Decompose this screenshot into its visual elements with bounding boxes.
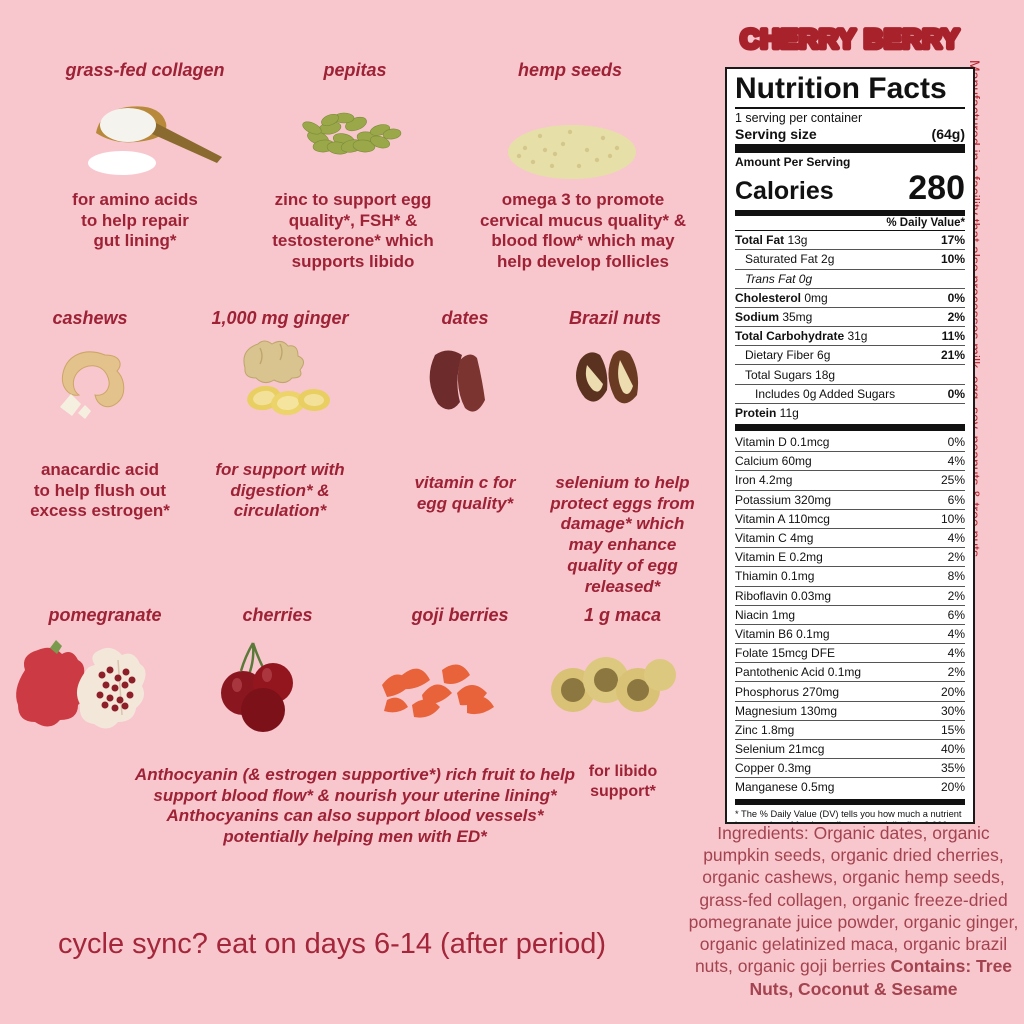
svg-text:CHERRY BERRY: CHERRY BERRY (740, 24, 960, 54)
